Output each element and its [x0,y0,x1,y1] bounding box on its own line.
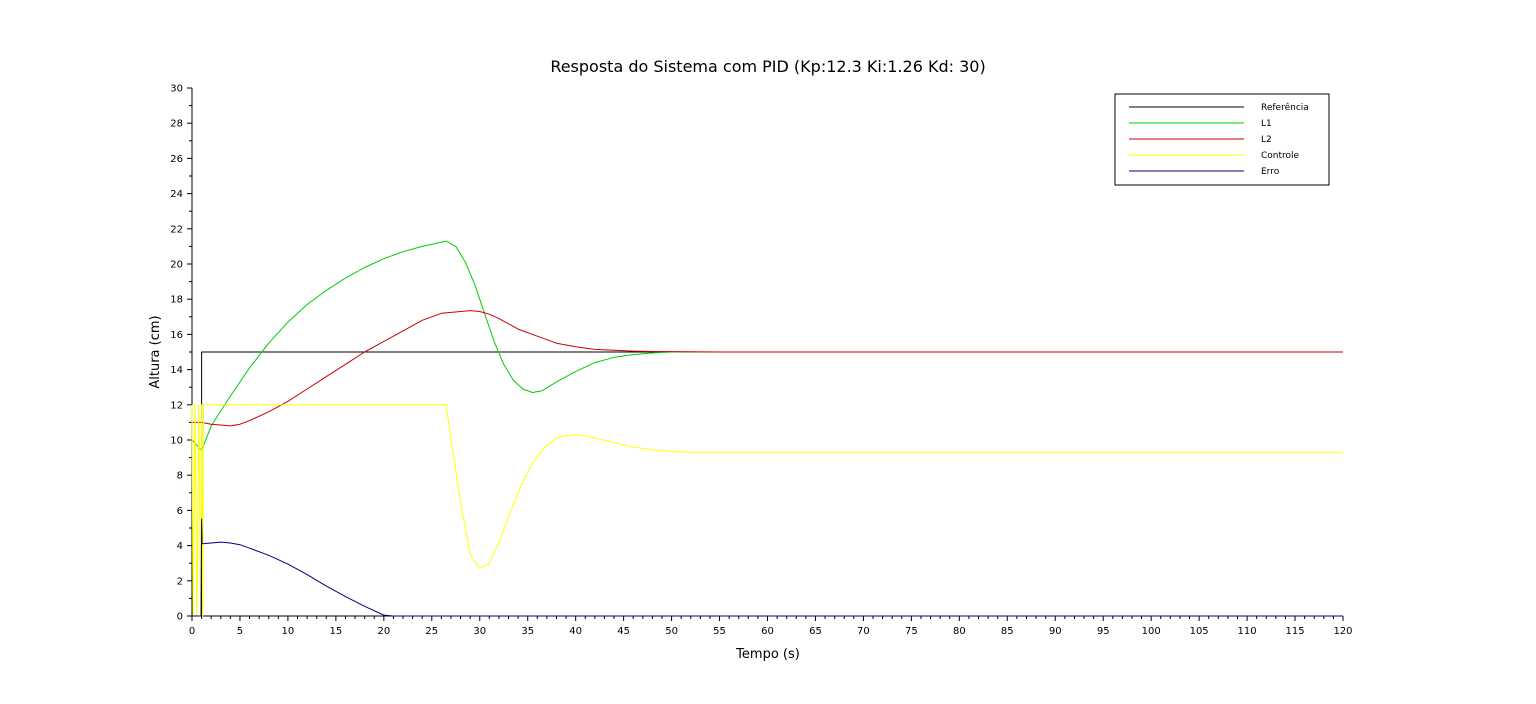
series-line-erro [192,519,1343,616]
x-tick-label: 90 [1049,626,1062,637]
y-tick-label: 12 [170,400,183,411]
legend-label-l1: L1 [1261,119,1272,129]
x-tick-label: 0 [189,626,195,637]
x-tick-label: 65 [809,626,822,637]
x-tick-label: 60 [761,626,774,637]
legend-label-refer-ncia: Referência [1261,102,1309,113]
x-tick-label: 50 [665,626,678,637]
y-tick-label: 10 [170,436,183,447]
legend-label-l2: L2 [1261,135,1272,145]
y-tick-label: 0 [177,612,183,623]
plot-lines [192,241,1343,616]
y-tick-label: 20 [170,260,183,271]
x-tick-label: 55 [713,626,726,637]
x-tick-label: 5 [237,626,243,637]
y-tick-label: 16 [170,330,183,341]
x-tick-label: 80 [953,626,966,637]
y-tick-label: 24 [170,189,183,200]
x-tick-label: 75 [905,626,918,637]
x-tick-label: 20 [377,626,390,637]
y-tick-label: 26 [170,154,183,165]
y-axis-label: Altura (cm) [148,315,163,388]
legend-label-erro: Erro [1261,167,1280,177]
y-tick-label: 14 [170,365,183,376]
x-tick-label: 105 [1190,626,1209,637]
x-tick-label: 40 [569,626,582,637]
x-tick-label: 70 [857,626,870,637]
x-tick-label: 85 [1001,626,1014,637]
x-tick-label: 30 [473,626,486,637]
y-tick-label: 22 [170,224,183,235]
x-tick-label: 100 [1142,626,1161,637]
series-line-l2 [192,311,1343,426]
x-tick-label: 10 [282,626,295,637]
series-line-l1 [192,241,1084,451]
y-tick-label: 2 [177,576,183,587]
legend: Referência L1 L2 Controle Erro [1115,94,1329,185]
x-tick-label: 110 [1238,626,1257,637]
x-tick-label: 120 [1333,626,1352,637]
y-tick-label: 18 [170,295,183,306]
x-tick-label: 45 [617,626,630,637]
x-tick-label: 25 [425,626,438,637]
y-tick-label: 8 [177,471,183,482]
legend-label-controle: Controle [1261,151,1300,161]
chart-title: Resposta do Sistema com PID (Kp:12.3 Ki:… [550,57,985,76]
y-tick-label: 4 [177,541,183,552]
y-tick-label: 28 [170,119,183,130]
x-tick-label: 15 [330,626,343,637]
y-tick-label: 30 [170,84,183,95]
series-line-controle [192,405,1343,616]
x-tick-label: 115 [1285,626,1304,637]
x-tick-label: 95 [1097,626,1110,637]
series-line-refer-ncia [192,352,1343,616]
x-axis-label: Tempo (s) [735,647,800,662]
y-tick-label: 6 [177,506,183,517]
x-tick-label: 35 [521,626,534,637]
